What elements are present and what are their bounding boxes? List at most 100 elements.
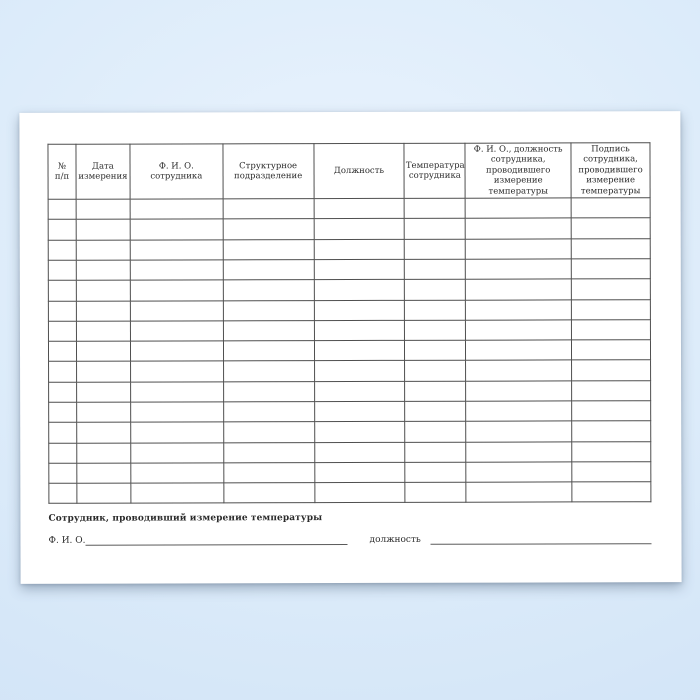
table-cell <box>76 381 131 403</box>
table-cell <box>314 360 405 382</box>
table-cell <box>48 199 77 220</box>
table-cell <box>313 299 405 321</box>
table-cell <box>571 481 651 503</box>
document-sheet: № п/п Дата измерения Ф. И. О. сотрудника Ст… <box>19 111 682 584</box>
temperature-log-table: № п/п Дата измерения Ф. И. О. сотрудника Ст… <box>47 142 651 504</box>
table-cell <box>571 278 651 300</box>
table-row <box>48 481 651 504</box>
table-cell <box>130 219 223 240</box>
column-header-1: № п/п <box>47 144 77 200</box>
column-header-3: Ф. И. О. сотрудника <box>129 143 223 200</box>
position-label: должность <box>369 534 421 545</box>
table-cell <box>222 239 314 260</box>
table-cell <box>48 280 77 301</box>
table-cell <box>466 441 572 463</box>
table-cell <box>130 340 224 362</box>
table-cell <box>223 340 315 362</box>
table-cell <box>313 320 405 341</box>
table-cell <box>129 198 223 220</box>
table-cell <box>571 319 651 341</box>
table-cell <box>465 421 572 442</box>
table-cell <box>223 421 315 443</box>
header-row: № п/п Дата измерения Ф. И. О. сотрудника Ст… <box>47 142 651 200</box>
signature-line: Ф. И. О. должность <box>48 533 652 546</box>
table-cell <box>130 300 224 321</box>
table-cell <box>404 401 466 422</box>
table-cell <box>223 482 315 504</box>
table-cell <box>48 260 77 281</box>
table-cell <box>130 259 224 281</box>
table-cell <box>404 340 466 361</box>
table-cell <box>405 421 467 442</box>
table-cell <box>571 218 651 239</box>
table-cell <box>571 461 651 483</box>
table-row <box>48 380 651 403</box>
table-cell <box>223 279 314 301</box>
table-cell <box>465 258 572 280</box>
table-cell <box>571 299 651 320</box>
table-cell <box>404 299 466 321</box>
table-cell <box>571 238 651 259</box>
table-cell <box>314 401 406 422</box>
table-cell <box>76 219 131 240</box>
table-cell <box>223 401 315 423</box>
table-cell <box>48 219 77 240</box>
table-cell <box>404 360 466 382</box>
table-cell <box>48 239 77 261</box>
table-cell <box>314 381 405 402</box>
table-row <box>48 360 651 382</box>
column-header-4: Структурное подразделение <box>222 143 314 199</box>
table-cell <box>130 381 224 403</box>
table-cell <box>571 400 651 422</box>
table-cell <box>76 259 131 281</box>
table-cell <box>465 400 572 422</box>
table-cell <box>76 462 131 484</box>
column-header-5: Должность <box>313 143 405 199</box>
table-cell <box>465 340 572 361</box>
table-cell <box>465 238 572 260</box>
table-cell <box>571 360 651 381</box>
table-cell <box>465 197 572 219</box>
table-row <box>48 339 651 362</box>
measurer-section-title: Сотрудник, проводивший измерение темпера… <box>48 513 323 524</box>
table-cell <box>76 402 131 423</box>
table-cell <box>405 462 467 483</box>
table-cell <box>76 483 131 504</box>
table-cell <box>466 461 572 483</box>
table-cell <box>465 279 572 300</box>
table-cell <box>48 422 77 443</box>
table-cell <box>48 300 77 322</box>
name-blank-line <box>85 534 348 546</box>
column-header-7: Ф. И. О., должность сотрудника, проводив… <box>465 142 572 199</box>
table-row <box>48 238 651 261</box>
table-cell <box>223 462 315 484</box>
table-cell <box>313 340 405 362</box>
table-cell <box>405 441 467 463</box>
column-header-2: Дата измерения <box>75 144 130 200</box>
table-cell <box>571 380 651 401</box>
table-cell <box>130 442 224 463</box>
table-cell <box>465 360 572 381</box>
table-cell <box>76 422 131 443</box>
table-cell <box>465 319 572 341</box>
table-cell <box>571 441 651 462</box>
table-cell <box>130 280 224 301</box>
table-cell <box>404 198 466 219</box>
table-cell <box>76 320 131 342</box>
table-row <box>48 299 651 322</box>
table-cell <box>314 421 406 443</box>
table-cell <box>76 300 131 322</box>
table-row <box>48 400 651 423</box>
table-cell <box>48 463 77 484</box>
table-cell <box>223 320 314 341</box>
table-cell <box>404 320 466 341</box>
table-cell <box>76 341 131 362</box>
table-cell <box>48 402 77 423</box>
table-cell <box>465 218 572 239</box>
position-blank-line <box>430 533 652 545</box>
table-cell <box>223 442 315 463</box>
table-cell <box>404 238 466 260</box>
table-cell <box>76 361 131 382</box>
table-cell <box>223 361 315 382</box>
